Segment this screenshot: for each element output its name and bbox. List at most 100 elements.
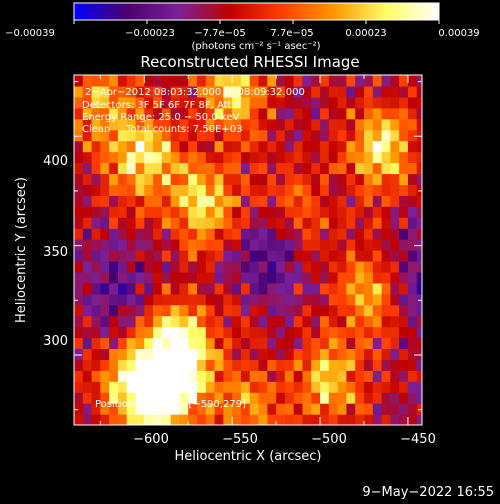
heatmap-cell bbox=[381, 184, 391, 196]
heatmap-cell bbox=[117, 370, 128, 382]
heatmap-cell bbox=[407, 315, 418, 328]
heatmap-cell bbox=[135, 348, 145, 360]
heatmap-cell bbox=[337, 414, 348, 425]
heatmap-cell bbox=[126, 304, 137, 317]
heatmap-cell bbox=[355, 315, 365, 328]
heatmap-cell bbox=[372, 162, 383, 175]
heatmap-cell bbox=[328, 282, 339, 295]
heatmap-cell bbox=[82, 151, 93, 164]
heatmap-cell bbox=[293, 326, 304, 339]
heatmap-cell bbox=[258, 348, 268, 360]
heatmap-cell bbox=[320, 140, 330, 153]
heatmap-cell bbox=[364, 348, 374, 360]
heatmap-cell bbox=[197, 271, 207, 284]
heatmap-cell bbox=[311, 107, 321, 120]
heatmap-cell bbox=[337, 162, 348, 175]
heatmap-cell bbox=[188, 151, 198, 164]
heatmap-cell bbox=[407, 304, 418, 317]
heatmap-cell bbox=[407, 359, 418, 371]
heatmap-cell bbox=[276, 304, 286, 317]
axis-ticks bbox=[74, 75, 422, 425]
heatmap-cell bbox=[364, 217, 374, 229]
heatmap-cell bbox=[82, 195, 93, 207]
heatmap-cell bbox=[197, 118, 207, 131]
heatmap-cell bbox=[328, 271, 339, 284]
heatmap-cell bbox=[214, 348, 224, 360]
heatmap-cell bbox=[320, 260, 330, 273]
heatmap-cell bbox=[276, 195, 286, 207]
heatmap-cell bbox=[276, 118, 286, 131]
heatmap-cell bbox=[364, 85, 374, 98]
heatmap-cell bbox=[293, 162, 304, 175]
heatmap-cell bbox=[100, 151, 110, 164]
heatmap-cell bbox=[372, 381, 383, 393]
heatmap-cell bbox=[346, 381, 356, 393]
heatmap-cell bbox=[126, 392, 137, 404]
heatmap-cell bbox=[214, 304, 224, 317]
heatmap-cell bbox=[407, 293, 418, 306]
heatmap-cell bbox=[117, 118, 128, 131]
heatmap-cell bbox=[390, 217, 400, 229]
heatmap-cell bbox=[267, 315, 277, 328]
heatmap-cell bbox=[100, 184, 110, 196]
heatmap-cell bbox=[232, 184, 242, 196]
heatmap-cell bbox=[381, 162, 391, 175]
heatmap-cell bbox=[249, 337, 260, 350]
heatmap-cell bbox=[170, 260, 181, 273]
heatmap-cell bbox=[240, 304, 251, 317]
heatmap-cell bbox=[293, 370, 304, 382]
heatmap-cell bbox=[328, 403, 339, 415]
heatmap-cell bbox=[399, 173, 409, 185]
heatmap-cell bbox=[153, 250, 163, 262]
heatmap-cell bbox=[293, 151, 304, 164]
heatmap-cell bbox=[117, 75, 128, 87]
heatmap-cell bbox=[240, 250, 251, 262]
heatmap-cell bbox=[91, 217, 101, 229]
heatmap-cell bbox=[179, 85, 189, 98]
heatmap-cell bbox=[399, 304, 409, 317]
heatmap-cell bbox=[232, 151, 242, 164]
heatmap-cell bbox=[258, 239, 268, 251]
heatmap-cell bbox=[135, 282, 145, 295]
heatmap-cell bbox=[302, 107, 312, 120]
heatmap-cell bbox=[188, 173, 198, 185]
heatmap-cell bbox=[364, 75, 374, 87]
heatmap-cell bbox=[355, 195, 365, 207]
heatmap-cell bbox=[267, 359, 277, 371]
heatmap-cell bbox=[346, 403, 356, 415]
heatmap-cell bbox=[161, 293, 172, 306]
heatmap-cell bbox=[117, 85, 128, 98]
heatmap-cell bbox=[284, 337, 295, 350]
heatmap-cell bbox=[214, 337, 224, 350]
heatmap-cell bbox=[249, 293, 260, 306]
heatmap-cell bbox=[320, 293, 330, 306]
heatmap-cell bbox=[337, 217, 348, 229]
heatmap-cell bbox=[144, 85, 154, 98]
heatmap-cell bbox=[223, 206, 233, 218]
heatmap-cell bbox=[170, 140, 181, 153]
heatmap-cell bbox=[407, 370, 418, 382]
heatmap-cell bbox=[135, 75, 145, 87]
heatmap-cell bbox=[240, 239, 251, 251]
heatmap-cell bbox=[320, 129, 330, 142]
heatmap-cell bbox=[293, 315, 304, 328]
heatmap-cell bbox=[82, 250, 93, 262]
heatmap-cell bbox=[100, 75, 110, 87]
heatmap-cell bbox=[337, 315, 348, 328]
heatmap-cell bbox=[249, 217, 260, 229]
heatmap-cell bbox=[311, 151, 321, 164]
heatmap-cell bbox=[179, 239, 189, 251]
heatmap-cell bbox=[416, 151, 422, 164]
heatmap-cell bbox=[135, 107, 145, 120]
heatmap-cell bbox=[117, 173, 128, 185]
heatmap-cell bbox=[153, 260, 163, 273]
heatmap-cell bbox=[205, 348, 216, 360]
heatmap-cell bbox=[328, 206, 339, 218]
annotation-peak-position: Position of Peak = [−590,279] bbox=[95, 399, 246, 410]
heatmap-cell bbox=[276, 282, 286, 295]
heatmap-cell bbox=[135, 326, 145, 339]
heatmap-cell bbox=[91, 151, 101, 164]
heatmap-cell bbox=[179, 392, 189, 404]
heatmap-cell bbox=[399, 315, 409, 328]
heatmap-cell bbox=[161, 348, 172, 360]
